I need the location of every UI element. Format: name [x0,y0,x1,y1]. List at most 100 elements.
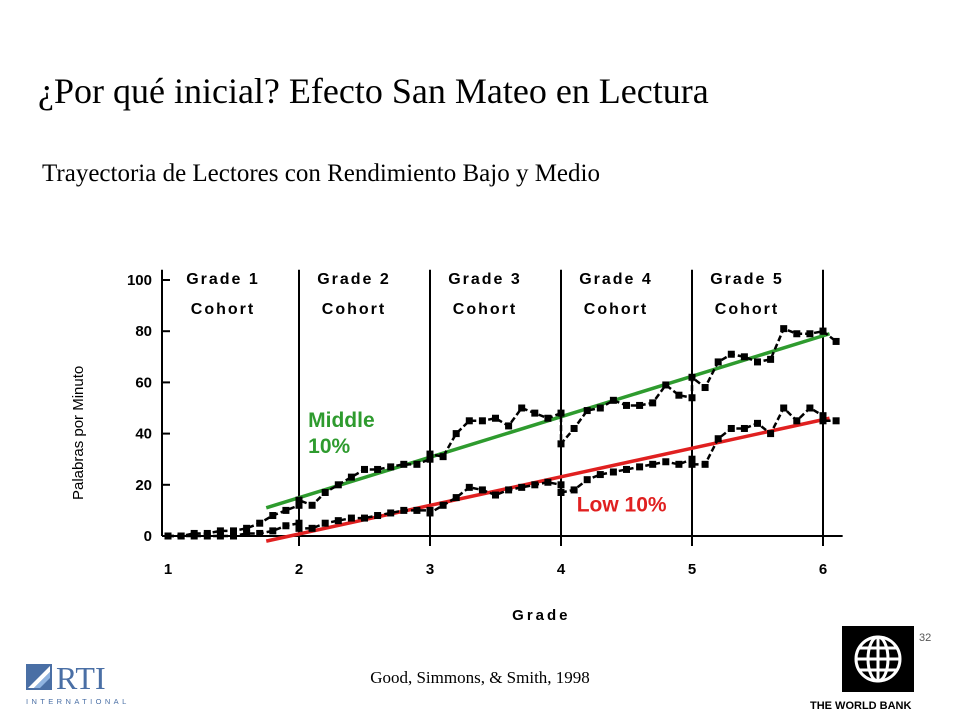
rti-logo-subtext: INTERNATIONAL [26,697,130,706]
data-point [269,527,277,535]
data-point [282,506,290,514]
y-tick-label: 40 [135,426,152,443]
cohort-label-cohort: Cohort [191,301,255,318]
data-point [688,373,696,381]
data-point [701,460,709,468]
data-point [400,506,408,514]
x-tick-label: 6 [819,561,827,578]
series-line [168,327,837,538]
data-point [478,486,486,494]
data-point [740,353,748,361]
data-point [216,527,224,535]
data-point [439,501,447,509]
data-point [609,396,617,404]
citation: Good, Simmons, & Smith, 1998 [370,668,590,687]
data-point [334,517,342,525]
x-tick-label: 3 [426,561,434,578]
data-point [623,465,630,473]
data-point [832,337,840,345]
data-point [570,424,578,432]
cohort-label-grade: Grade 4 [579,271,653,288]
data-point [819,417,827,425]
data-point [675,391,683,399]
data-point [361,465,368,473]
slide-subtitle: Trayectoria de Lectores con Rendimiento … [42,160,600,187]
data-point [426,450,434,458]
data-point [426,455,434,463]
data-point [426,509,434,517]
data-point [740,424,748,432]
data-point [400,460,408,468]
data-point [387,463,395,471]
cohort-label-cohort: Cohort [453,301,517,318]
data-point [754,419,761,427]
cohort-label-grade: Grade 3 [448,271,522,288]
globe-icon [854,635,902,683]
data-point [465,417,473,425]
data-point [714,435,722,443]
data-point [636,401,644,409]
page-number: 32 [919,632,932,644]
rti-logo: RTI INTERNATIONAL [26,660,130,706]
world-bank-logo [842,626,914,692]
data-point [269,512,277,520]
cohort-label-cohort: Cohort [715,301,779,318]
data-point [649,399,657,407]
data-point [478,417,486,425]
data-point [295,524,303,532]
data-point [295,519,303,527]
data-point [216,532,224,540]
data-point [557,409,565,417]
data-point [649,460,657,468]
data-point [793,330,801,338]
data-point [321,488,329,496]
data-point [295,501,303,509]
data-point [492,414,499,422]
x-tick-label: 4 [557,561,566,578]
data-point [544,414,552,422]
data-point [243,529,251,537]
cohort-label-grade: Grade 5 [710,271,784,288]
x-axis-label: Grade [512,607,570,624]
y-tick-label: 20 [135,477,152,494]
data-point [557,481,565,489]
data-point [793,417,801,425]
data-point [321,519,329,527]
data-point [387,509,395,517]
data-point [452,494,460,502]
data-point [583,407,591,415]
y-tick-label: 80 [135,323,152,340]
data-point [701,384,709,392]
y-tick-label: 60 [135,374,152,391]
data-point [295,496,303,504]
cohort-label-grade: Grade 2 [317,271,391,288]
data-point [609,468,617,476]
data-point [557,488,565,496]
data-point [662,381,670,389]
data-point [439,453,447,461]
middle-series-label: Middle [308,409,375,432]
slide-title: ¿Por qué inicial? Efecto San Mateo en Le… [38,71,709,111]
data-point [583,476,591,484]
data-point [256,529,264,537]
data-point [832,417,840,425]
data-point [819,412,827,420]
middle-series-label-pct: 10% [308,435,350,458]
data-point [570,486,578,494]
low-series-label: Low 10% [577,494,667,517]
data-point [308,524,316,532]
data-point [767,430,775,438]
data-point [518,483,526,491]
data-point [754,358,761,366]
data-point [767,355,775,363]
y-tick-label: 100 [127,272,152,289]
data-point [413,506,421,514]
data-point [230,532,237,540]
data-point [623,401,630,409]
y-axis-label: Palabras por Minuto [70,365,87,500]
data-point [806,330,814,338]
data-point [177,532,185,540]
data-point [518,404,526,412]
data-point [636,463,644,471]
